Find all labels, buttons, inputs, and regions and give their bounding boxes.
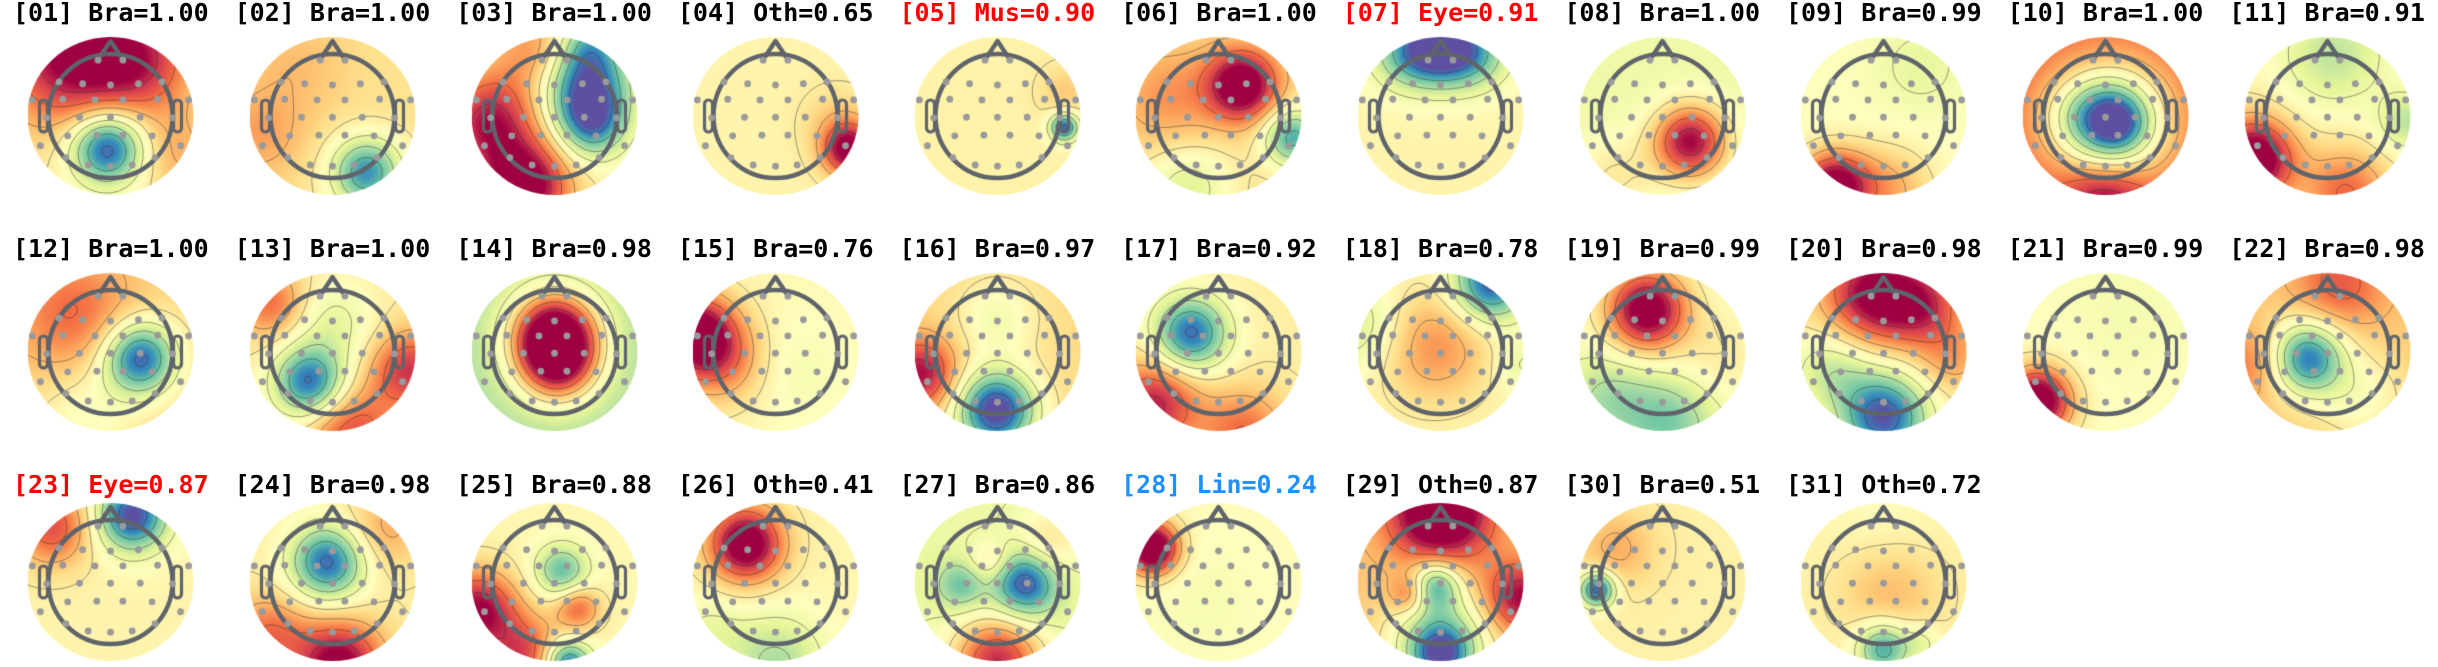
component-cell-20: [20] Bra=0.98 — [1773, 236, 1995, 466]
topomap-canvas — [2216, 26, 2438, 230]
topomap-canvas — [221, 262, 443, 466]
component-title: [30] Bra=0.51 — [1564, 470, 1761, 499]
topomap-canvas — [886, 262, 1108, 466]
component-title: [31] Oth=0.72 — [1785, 470, 1982, 499]
topomap-canvas — [1330, 498, 1552, 667]
component-title: [12] Bra=1.00 — [12, 234, 209, 263]
topomap-canvas — [443, 26, 665, 230]
topomap-canvas — [1330, 26, 1552, 230]
component-cell-09: [09] Bra=0.99 — [1773, 0, 1995, 230]
component-title: [25] Bra=0.88 — [456, 470, 652, 499]
component-cell-02: [02] Bra=1.00 — [221, 0, 444, 230]
component-cell-19: [19] Bra=0.99 — [1551, 236, 1773, 466]
component-title: [21] Bra=0.99 — [2007, 234, 2204, 263]
component-cell-28: [28] Lin=0.24 — [1108, 472, 1330, 667]
component-title: [01] Bra=1.00 — [12, 0, 209, 27]
component-cell-17: [17] Bra=0.92 — [1108, 236, 1330, 466]
component-cell-10: [10] Bra=1.00 — [1994, 0, 2217, 230]
component-cell-01: [01] Bra=1.00 — [0, 0, 222, 230]
component-cell-25: [25] Bra=0.88 — [443, 472, 665, 667]
topomap-canvas — [665, 262, 887, 466]
component-title: [11] Bra=0.91 — [2229, 0, 2425, 27]
topomap-canvas — [1551, 498, 1773, 667]
component-cell-22: [22] Bra=0.98 — [2216, 236, 2438, 466]
component-title: [04] Oth=0.65 — [677, 0, 874, 27]
topomap-canvas — [1773, 26, 1995, 230]
component-cell-07: [07] Eye=0.91 — [1330, 0, 1552, 230]
component-title: [26] Oth=0.41 — [677, 470, 874, 499]
topomap-canvas — [443, 262, 665, 466]
topomap-canvas — [1551, 26, 1773, 230]
component-cell-31: [31] Oth=0.72 — [1773, 472, 1995, 667]
component-cell-03: [03] Bra=1.00 — [443, 0, 665, 230]
component-cell-12: [12] Bra=1.00 — [0, 236, 222, 466]
component-title: [08] Bra=1.00 — [1564, 0, 1761, 27]
component-title: [22] Bra=0.98 — [2229, 234, 2425, 263]
component-title: [19] Bra=0.99 — [1564, 234, 1761, 263]
topomap-canvas — [1108, 498, 1330, 667]
component-title: [18] Bra=0.78 — [1342, 234, 1539, 263]
component-title: [16] Bra=0.97 — [899, 234, 1096, 263]
component-cell-14: [14] Bra=0.98 — [443, 236, 665, 466]
topomap-canvas — [0, 26, 222, 230]
component-cell-04: [04] Oth=0.65 — [665, 0, 887, 230]
topomap-canvas — [665, 26, 887, 230]
component-title: [23] Eye=0.87 — [12, 470, 209, 499]
component-cell-21: [21] Bra=0.99 — [1994, 234, 2217, 466]
topomap-canvas — [1773, 498, 1995, 667]
topomap-canvas — [2216, 262, 2438, 466]
component-title: [05] Mus=0.90 — [899, 0, 1096, 27]
component-title: [29] Oth=0.87 — [1342, 470, 1539, 499]
component-title: [02] Bra=1.00 — [234, 0, 431, 27]
topomap-canvas — [443, 498, 665, 667]
component-cell-29: [29] Oth=0.87 — [1330, 472, 1552, 667]
component-cell-26: [26] Oth=0.41 — [665, 472, 887, 667]
component-title: [15] Bra=0.76 — [677, 234, 874, 263]
component-title: [20] Bra=0.98 — [1785, 234, 1982, 263]
component-title: [27] Bra=0.86 — [899, 470, 1096, 499]
topomap-canvas — [886, 498, 1108, 667]
component-cell-15: [15] Bra=0.76 — [665, 236, 887, 466]
component-title: [24] Bra=0.98 — [234, 470, 431, 499]
topomap-canvas — [1108, 262, 1330, 466]
topomap-canvas — [1108, 26, 1330, 230]
component-title: [07] Eye=0.91 — [1342, 0, 1539, 27]
topomap-canvas — [1773, 262, 1995, 466]
component-cell-23: [23] Eye=0.87 — [0, 472, 222, 667]
topomap-row-2: [12] Bra=1.00 [13] Bra=1.00 [14] Bra=0.98 [… — [0, 236, 2438, 472]
topomap-canvas — [221, 498, 443, 667]
topomap-canvas — [0, 262, 222, 466]
component-cell-13: [13] Bra=1.00 — [221, 234, 444, 466]
topomap-row-3: [23] Eye=0.87 [24] Bra=0.98 [25] Bra=0.88 [… — [0, 472, 2438, 667]
component-cell-16: [16] Bra=0.97 — [886, 234, 1109, 466]
component-title: [28] Lin=0.24 — [1121, 470, 1317, 499]
component-title: [09] Bra=0.99 — [1785, 0, 1982, 27]
topomap-canvas — [1994, 262, 2216, 466]
component-title: [10] Bra=1.00 — [2007, 0, 2204, 27]
component-cell-27: [27] Bra=0.86 — [886, 470, 1109, 667]
topomap-canvas — [0, 498, 222, 667]
component-title: [14] Bra=0.98 — [456, 234, 652, 263]
component-cell-24: [24] Bra=0.98 — [221, 470, 444, 667]
component-title: [17] Bra=0.92 — [1121, 234, 1317, 263]
component-cell-30: [30] Bra=0.51 — [1551, 472, 1773, 667]
component-cell-18: [18] Bra=0.78 — [1330, 236, 1552, 466]
component-title: [13] Bra=1.00 — [234, 234, 431, 263]
topomap-canvas — [221, 26, 443, 230]
component-cell-06: [06] Bra=1.00 — [1108, 0, 1330, 230]
topomap-canvas — [665, 498, 887, 667]
component-cell-05: [05] Mus=0.90 — [886, 0, 1109, 230]
topomap-canvas — [1551, 262, 1773, 466]
component-cell-11: [11] Bra=0.91 — [2216, 0, 2438, 230]
topomap-canvas — [1994, 26, 2216, 230]
topomap-canvas — [1330, 262, 1552, 466]
component-title: [06] Bra=1.00 — [1121, 0, 1317, 27]
topomap-canvas — [886, 26, 1108, 230]
component-title: [03] Bra=1.00 — [456, 0, 652, 27]
topomap-row-1: [01] Bra=1.00 [02] Bra=1.00 [03] Bra=1.00 [… — [0, 0, 2438, 236]
component-cell-08: [08] Bra=1.00 — [1551, 0, 1773, 230]
